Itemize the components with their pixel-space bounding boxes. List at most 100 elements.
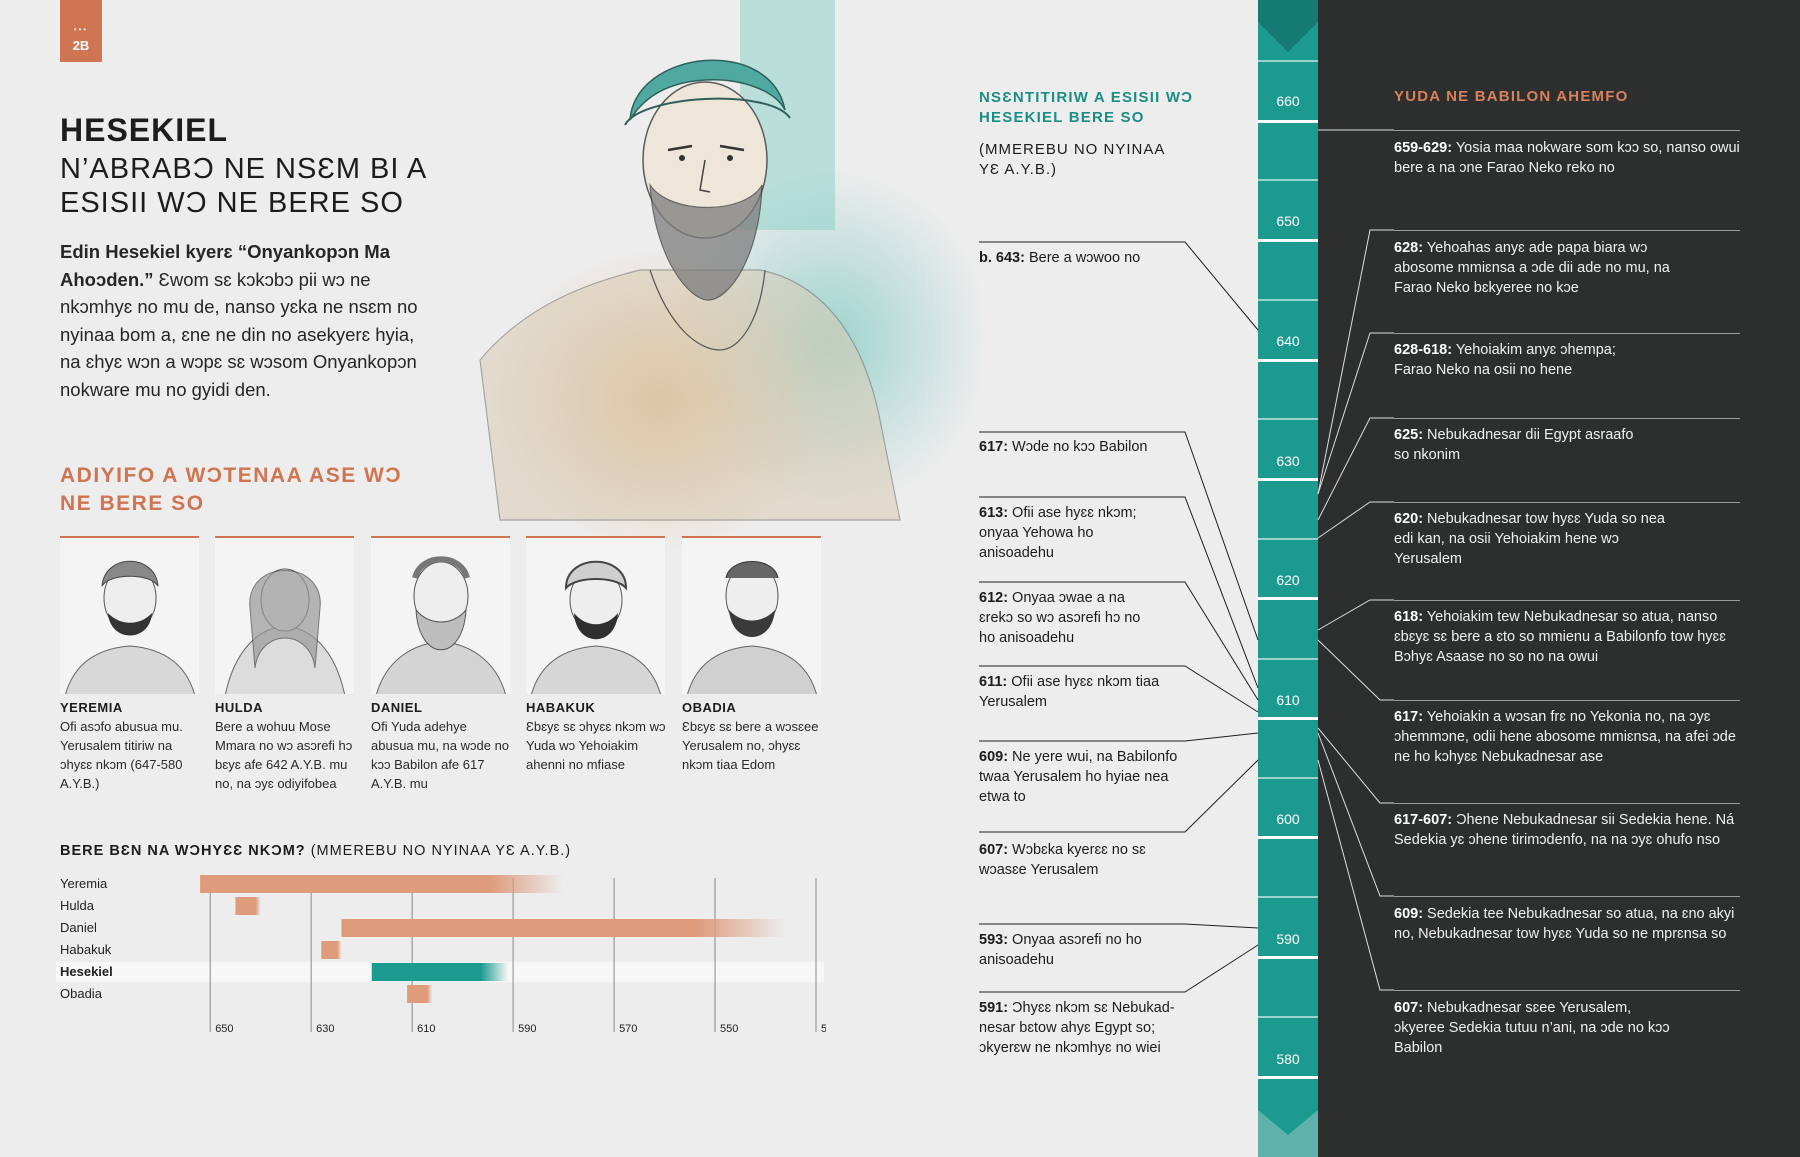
right-divider <box>1394 230 1740 231</box>
page-number: 2B <box>72 38 90 53</box>
middle-event: 612: Onyaa ɔwae a na ɛrekɔ so wɔ asɔrefi… <box>979 588 1159 648</box>
page-title: HESEKIEL <box>60 112 229 148</box>
chart-tick-label: 650 <box>215 1023 233 1035</box>
prophets-heading: ADIYIFO A WƆTENAA ASE WƆ NE BERE SO <box>60 464 403 515</box>
intro-bold: Edin Hesekiel kyerɛ “Onyankopɔn Ma Ahoɔd… <box>60 241 390 290</box>
chart-tick-label: 570 <box>619 1023 637 1035</box>
event-text: Ɔhene Nebukadnesar sii Sedekia hene. Ná … <box>1394 812 1735 848</box>
prophet-name: OBADIA <box>682 700 737 715</box>
timeline-label: 630 <box>1276 453 1300 469</box>
timeline-label: 610 <box>1276 692 1300 708</box>
event-date: 609: <box>1394 906 1424 922</box>
middle-event: 607: Wɔbɛka kyerɛɛ no sɛ wɔasɛe Yerusale… <box>979 840 1169 880</box>
event-date: 607: <box>1394 1000 1424 1016</box>
prophet-card: HABAKUK Ɛbɛyɛ sɛ ɔhyɛɛ nkɔm wɔ Yuda wɔ Y… <box>526 536 666 774</box>
prophet-portrait <box>215 536 354 694</box>
right-heading: YUDA NE BABILON AHEMFO <box>1394 88 1629 105</box>
event-text: Bere a wɔwoo no <box>1024 250 1141 266</box>
timeline-minor-tick <box>1258 299 1318 301</box>
event-date: 617: <box>1394 709 1424 725</box>
year-timeline-bar: 660 650 640 630 620 610 600 590 580 <box>1258 0 1318 1157</box>
timeline-minor-tick <box>1258 179 1318 181</box>
prophet-card: HULDA Bere a wohuu Mose Mmara no wɔ asɔr… <box>215 536 355 793</box>
right-divider <box>1394 333 1740 334</box>
right-event: 609: Sedekia tee Nebukadnesar so atua, n… <box>1394 904 1740 944</box>
right-event: 628: Yehoahas anyɛ ade papa biara wɔ abo… <box>1394 238 1674 298</box>
timeline-label: 660 <box>1276 93 1300 109</box>
middle-event: b. 643: Bere a wɔwoo no <box>979 248 1189 268</box>
timeline-tick <box>1258 359 1318 362</box>
event-text: Wɔde no kɔɔ Babilon <box>1008 439 1148 455</box>
event-text: Wɔbɛka kyerɛɛ no sɛ wɔasɛe Yerusalem <box>979 842 1146 878</box>
timeline-label: 580 <box>1276 1051 1300 1067</box>
chart-title-note: (MMEREBU NO NYINAA YƐ A.Y.B.) <box>310 843 572 859</box>
chart-bar-habakuk <box>321 941 342 959</box>
timeline-label: 600 <box>1276 811 1300 827</box>
timeline-minor-tick <box>1258 60 1318 62</box>
prophet-portrait <box>526 536 665 694</box>
timeline-tick <box>1258 239 1318 242</box>
right-divider <box>1394 502 1740 503</box>
chart-bar-hulda <box>235 897 261 915</box>
event-date: 628: <box>1394 240 1424 256</box>
event-date: 611: <box>979 674 1008 690</box>
chart-tick-label: 590 <box>518 1023 536 1035</box>
right-event: 620: Nebukadnesar tow hyɛɛ Yuda so nea e… <box>1394 509 1684 569</box>
prophet-portrait <box>60 536 199 694</box>
right-event: 659-629: Yosia maa nokware som kɔɔ so, n… <box>1394 138 1740 178</box>
chart-category-label: Habakuk <box>60 942 112 957</box>
chart-bar-daniel <box>341 919 786 937</box>
intro-text: Ɛwom sɛ kɔkɔbɔ pii wɔ ne nkɔmhyɛ no mu d… <box>60 268 418 400</box>
event-date: 607: <box>979 842 1009 858</box>
event-text: Ɔhyɛɛ nkɔm sɛ Nebukad-nesar bɛtow ahyɛ E… <box>979 1000 1175 1056</box>
event-date: 617: <box>979 439 1009 455</box>
timeline-tick <box>1258 478 1318 481</box>
event-date: 609: <box>979 749 1009 765</box>
right-divider <box>1394 700 1740 701</box>
timeline-tick <box>1258 1076 1318 1079</box>
right-divider <box>1394 803 1740 804</box>
event-text: Nebukadnesar dii Egypt asraafo so nkonim <box>1394 427 1634 463</box>
middle-event: 609: Ne yere wui, na Babilonfo twaa Yeru… <box>979 747 1179 807</box>
chart-tick-label: 610 <box>417 1023 435 1035</box>
prophet-desc: Bere a wohuu Mose Mmara no wɔ asɔrefi hɔ… <box>215 719 353 791</box>
timeline-minor-tick <box>1258 658 1318 660</box>
event-text: Ofii ase hyɛɛ nkɔm tiaa Yerusalem <box>979 674 1160 710</box>
intro-paragraph: Edin Hesekiel kyerɛ “Onyankopɔn Ma Ahoɔd… <box>60 238 430 403</box>
page-tab: ••• 2B <box>60 0 102 62</box>
prophecy-timeline-chart: 650 630 610 590 570 550 530 Yeremia Hulda Daniel H… <box>56 875 826 1035</box>
prophet-card: OBADIA Ɛbɛyɛ sɛ bere a wɔsɛee Yerusalem … <box>682 536 822 774</box>
middle-event: 611: Ofii ase hyɛɛ nkɔm tiaa Yerusalem <box>979 672 1179 712</box>
timeline-label: 620 <box>1276 572 1300 588</box>
event-date: 620: <box>1394 511 1424 527</box>
prophet-desc: Ofi asɔfo abusua mu. Yerusalem titiriw n… <box>60 719 183 791</box>
right-event: 617: Yehoiakin a wɔsan frɛ no Yekonia no… <box>1394 707 1740 767</box>
chart-bar-yeremia <box>200 875 564 893</box>
prophet-name: YEREMIA <box>60 700 123 715</box>
prophet-desc: Ofi Yuda adehye abusua mu, na wɔde no kɔ… <box>371 719 510 791</box>
event-text: Yosia maa nokware som kɔɔ so, nanso owui… <box>1394 140 1740 176</box>
middle-subheading: (MMEREBU NO NYINAA YƐ A.Y.B.) <box>979 141 1165 178</box>
event-date: 659-629: <box>1394 140 1453 156</box>
timeline-arrows <box>1258 0 1318 1157</box>
right-event: 618: Yehoiakim tew Nebukadnesar so atua,… <box>1394 607 1740 667</box>
chart-tick-label: 530 <box>821 1023 826 1035</box>
prophet-name: HULDA <box>215 700 263 715</box>
right-event: 617-607: Ɔhene Nebukadnesar sii Sedekia … <box>1394 810 1740 850</box>
event-date: 628-618: <box>1394 342 1453 358</box>
chart-category-label: Yeremia <box>60 876 108 891</box>
chart-title: BERE BƐN NA WƆHYƐƐ NKƆM? (MMEREBU NO NYI… <box>60 843 571 859</box>
timeline-tick <box>1258 836 1318 839</box>
right-event: 607: Nebukadnesar sɛee Yerusalem, ɔkyere… <box>1394 998 1684 1058</box>
page-tab-dots: ••• <box>73 25 89 34</box>
prophet-name: DANIEL <box>371 700 423 715</box>
timeline-label: 640 <box>1276 333 1300 349</box>
event-date: b. 643: <box>979 250 1025 266</box>
middle-heading: NSƐNTITIRIW A ESISII WƆ HESEKIEL BERE SO <box>979 89 1194 126</box>
prophet-card: YEREMIA Ofi asɔfo abusua mu. Yerusalem t… <box>60 536 200 793</box>
middle-event: 617: Wɔde no kɔɔ Babilon <box>979 437 1189 457</box>
prophet-portrait <box>682 536 821 694</box>
chart-category-label: Daniel <box>60 920 97 935</box>
event-date: 625: <box>1394 427 1424 443</box>
